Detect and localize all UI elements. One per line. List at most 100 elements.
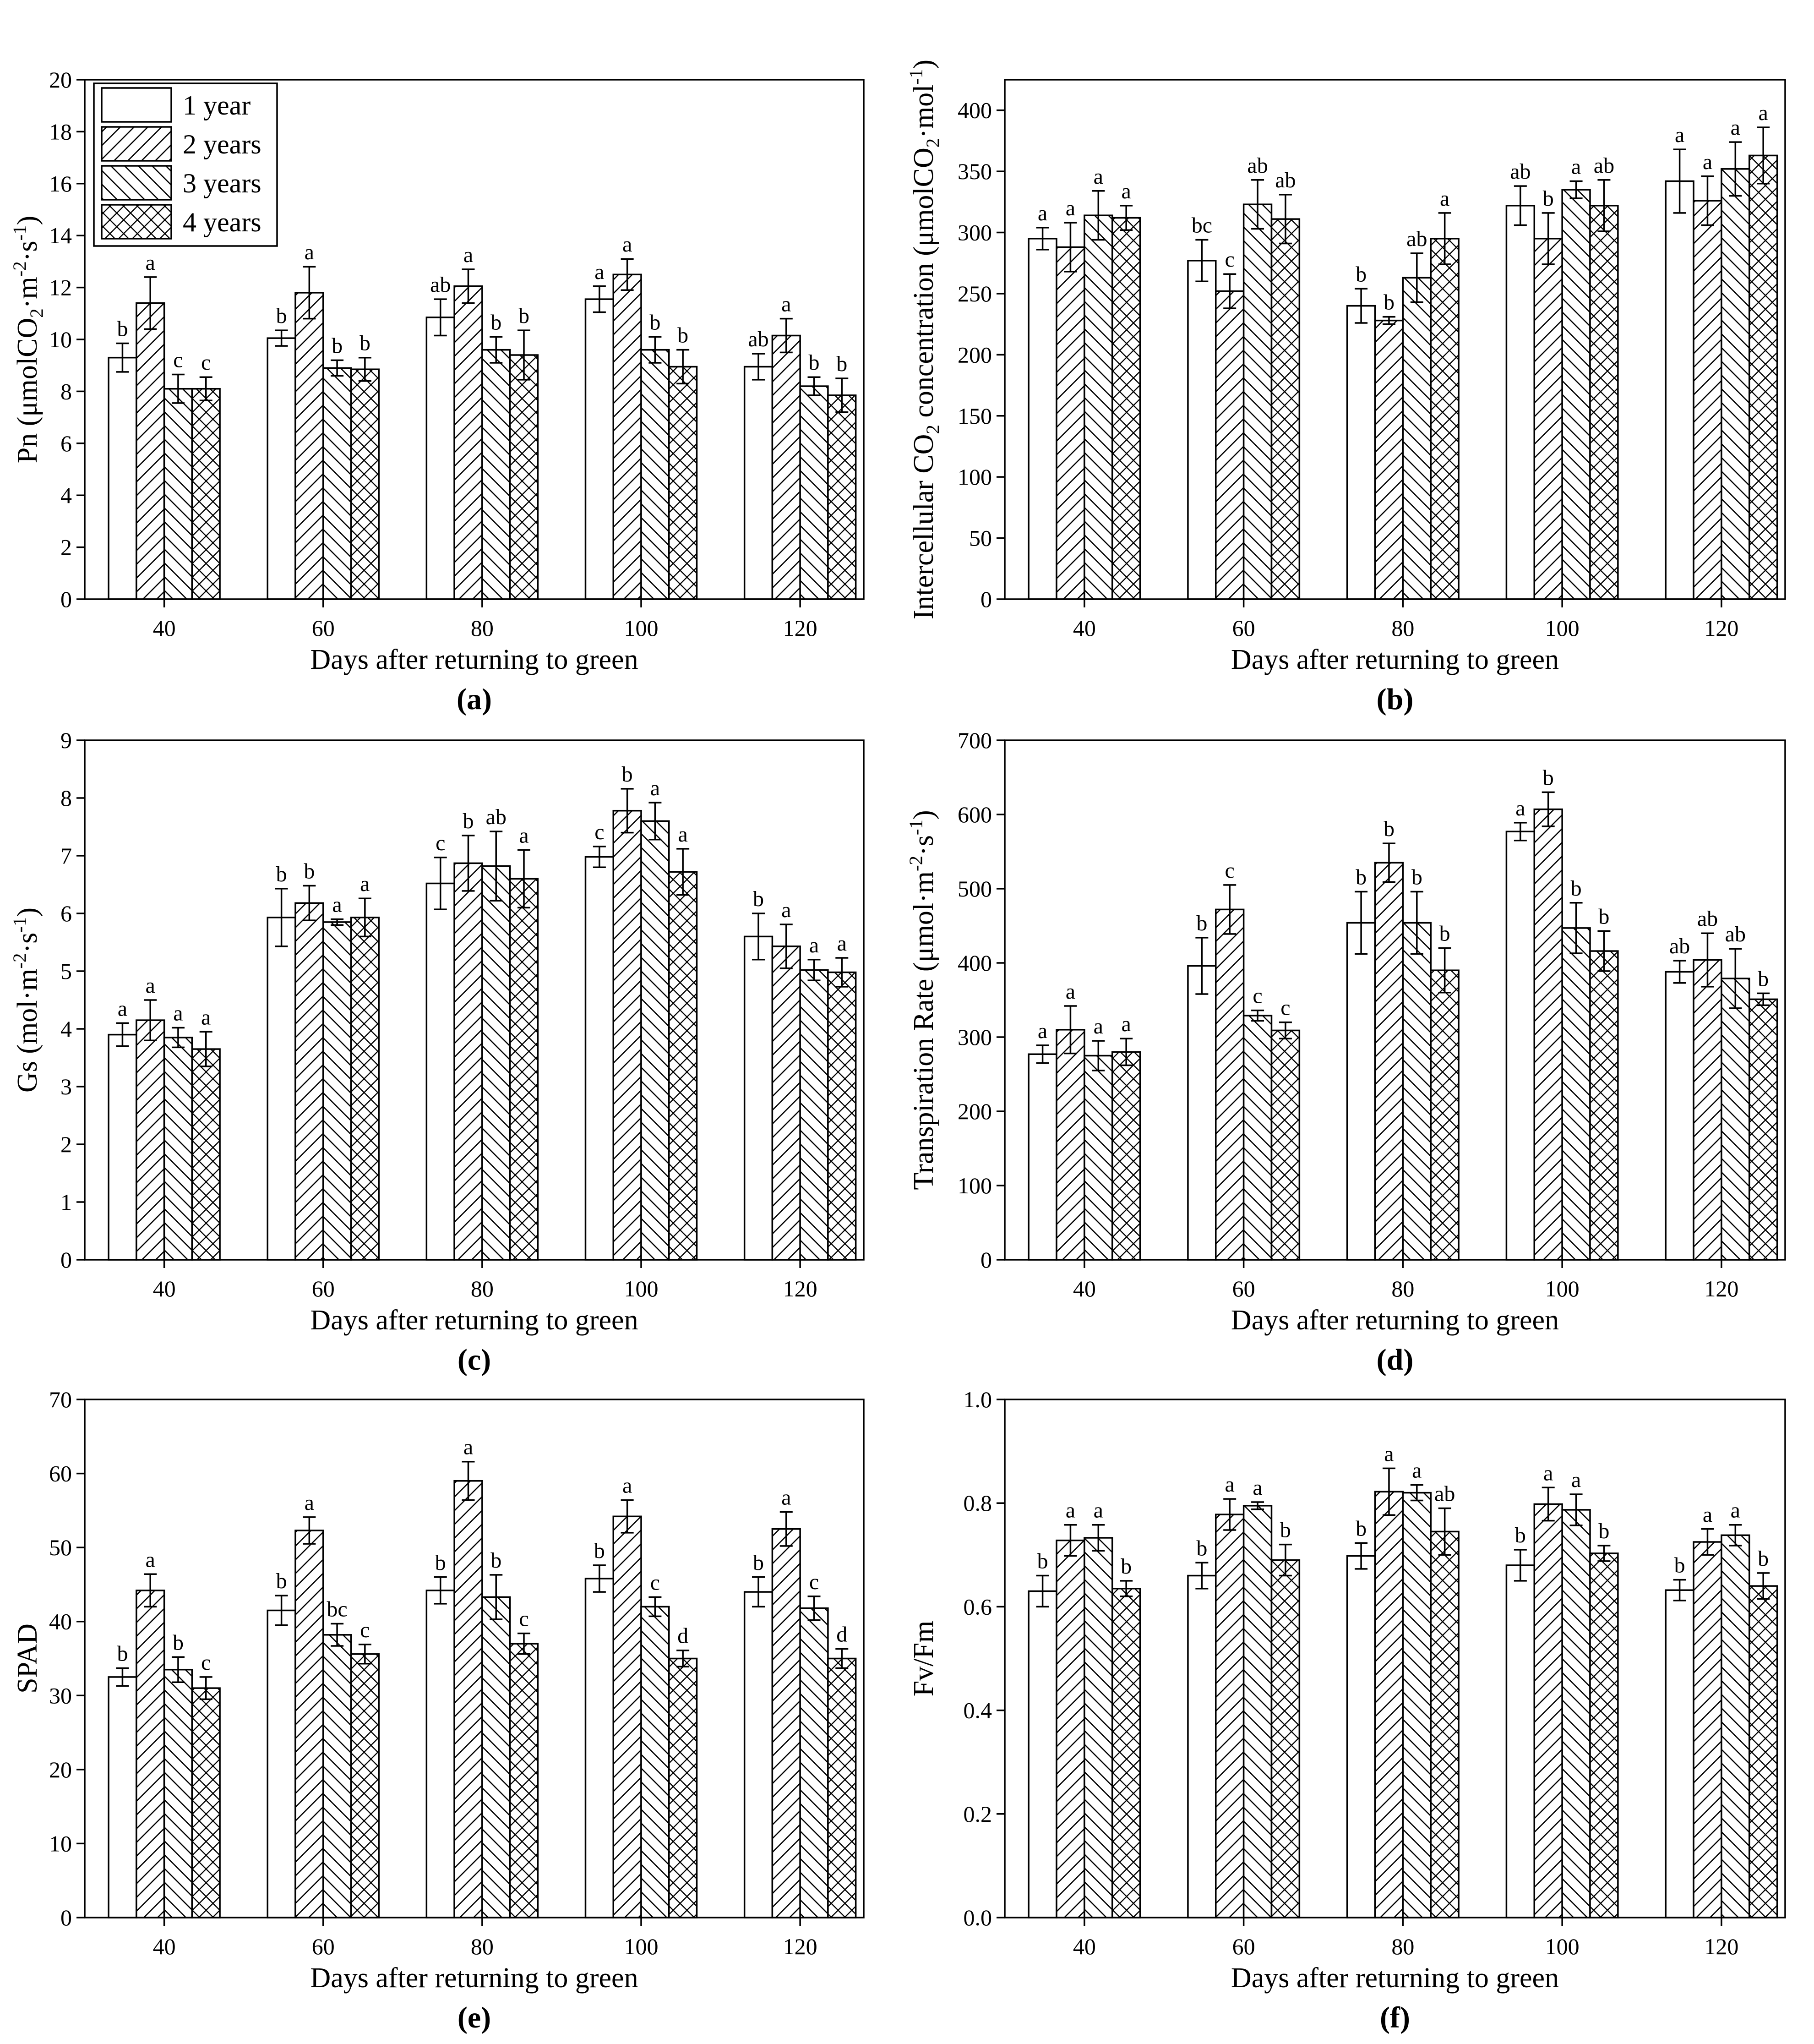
y-tick-label: 9 (60, 727, 72, 753)
y-tick-label: 7 (60, 843, 72, 869)
error-bar (1729, 948, 1742, 1009)
bar (267, 337, 296, 600)
significance-letter: b (117, 1642, 128, 1666)
error-bar (1701, 1528, 1714, 1556)
error-bar (116, 1022, 129, 1047)
significance-letter: b (836, 352, 847, 376)
x-axis-title: Days after returning to green (310, 1305, 638, 1336)
legend: 1 year 2 years 3 years 4 years (93, 82, 278, 247)
error-bar (199, 1031, 212, 1067)
significance-letter: a (1094, 1498, 1103, 1523)
significance-letter: b (1121, 1554, 1132, 1579)
significance-letter: b (332, 333, 343, 358)
bar (1589, 1552, 1619, 1918)
x-axis: 40 60 80 100 120 (153, 1260, 817, 1301)
bar (1561, 927, 1591, 1261)
y-axis-title-part: Fv/Fm (908, 1621, 939, 1696)
significance-letter: a (1571, 154, 1581, 179)
error-bar (1410, 891, 1423, 955)
significance-letter: a (1703, 1503, 1712, 1527)
significance-letter: b (1758, 967, 1769, 991)
y-tick-label: 0.4 (964, 1698, 992, 1723)
bar (584, 856, 614, 1261)
bar (799, 969, 829, 1261)
x-tick-label: 120 (783, 615, 817, 641)
significance-letter: c (201, 1651, 211, 1675)
error-bar (1195, 937, 1209, 995)
y-axis-title-part: -2 (905, 856, 926, 871)
x-tick-label: 60 (312, 615, 335, 641)
error-bar (1092, 190, 1105, 241)
error-bar (676, 848, 690, 896)
bar (322, 921, 352, 1261)
x-axis-title: Days after returning to green (1231, 644, 1559, 675)
error-bar (1382, 842, 1395, 883)
x-axis-title: Days after returning to green (310, 644, 638, 675)
y-tick-label: 4 (60, 482, 72, 508)
significance-letter: a (1066, 196, 1075, 220)
significance-letter: ab (486, 805, 507, 829)
bar (1589, 205, 1619, 600)
error-bar (517, 849, 530, 909)
plot-frame (1004, 79, 1786, 600)
y-tick-label: 0 (981, 1247, 992, 1273)
y-tick-label: 0 (60, 1905, 72, 1930)
y-tick-label: 350 (958, 158, 992, 184)
bar (640, 349, 670, 600)
error-bar (752, 913, 765, 961)
x-tick-label: 40 (153, 615, 176, 641)
error-bar (1438, 947, 1451, 994)
bar (294, 1530, 324, 1918)
y-tick-label: 100 (958, 464, 992, 490)
bar (1665, 180, 1694, 600)
y-axis: 0.0 0.2 0.4 0.6 0.8 1.0 (964, 1387, 1005, 1930)
error-bar (434, 857, 447, 910)
significance-letter: a (1440, 186, 1449, 211)
error-bar (593, 1564, 606, 1593)
error-bar (621, 1499, 634, 1534)
significance-letter: b (1598, 1519, 1609, 1543)
error-bar (1569, 902, 1583, 954)
significance-letter: c (1225, 247, 1235, 272)
bar (668, 871, 698, 1261)
significance-letter: a (332, 893, 342, 917)
bar (1749, 998, 1778, 1261)
significance-letter: ab (1725, 922, 1746, 946)
x-tick-label: 100 (1545, 615, 1580, 641)
bar (1533, 1503, 1563, 1918)
legend-swatch (101, 87, 172, 123)
significance-letter: b (649, 310, 660, 334)
y-axis-title: Fv/Fm (908, 1621, 939, 1696)
bar (1430, 238, 1460, 600)
error-bar (434, 1576, 447, 1605)
bar (1505, 205, 1536, 600)
bar (799, 1607, 829, 1918)
bar (1665, 1589, 1694, 1918)
y-tick-label: 12 (49, 275, 72, 301)
significance-letter: b (1356, 262, 1367, 286)
error-bar (462, 268, 475, 304)
error-bar (648, 802, 662, 841)
bar (481, 349, 511, 600)
significance-letter: b (360, 331, 370, 355)
y-tick-label: 6 (60, 901, 72, 926)
y-tick-label: 0 (60, 1247, 72, 1273)
y-tick-label: 0.8 (964, 1490, 992, 1516)
bar (799, 385, 829, 600)
bar (1505, 831, 1536, 1261)
bar (771, 1528, 801, 1918)
error-bar (171, 1027, 185, 1049)
bar (322, 1634, 352, 1918)
bar (1430, 969, 1460, 1261)
x-tick-label: 120 (1704, 1276, 1738, 1301)
significance-letter: a (146, 973, 155, 998)
y-tick-label: 20 (49, 1757, 72, 1782)
bar (191, 1048, 221, 1261)
error-bar (303, 266, 316, 320)
bar (668, 1657, 698, 1918)
significance-letter: ab (1434, 1482, 1455, 1506)
significance-letter: ab (1594, 153, 1614, 178)
